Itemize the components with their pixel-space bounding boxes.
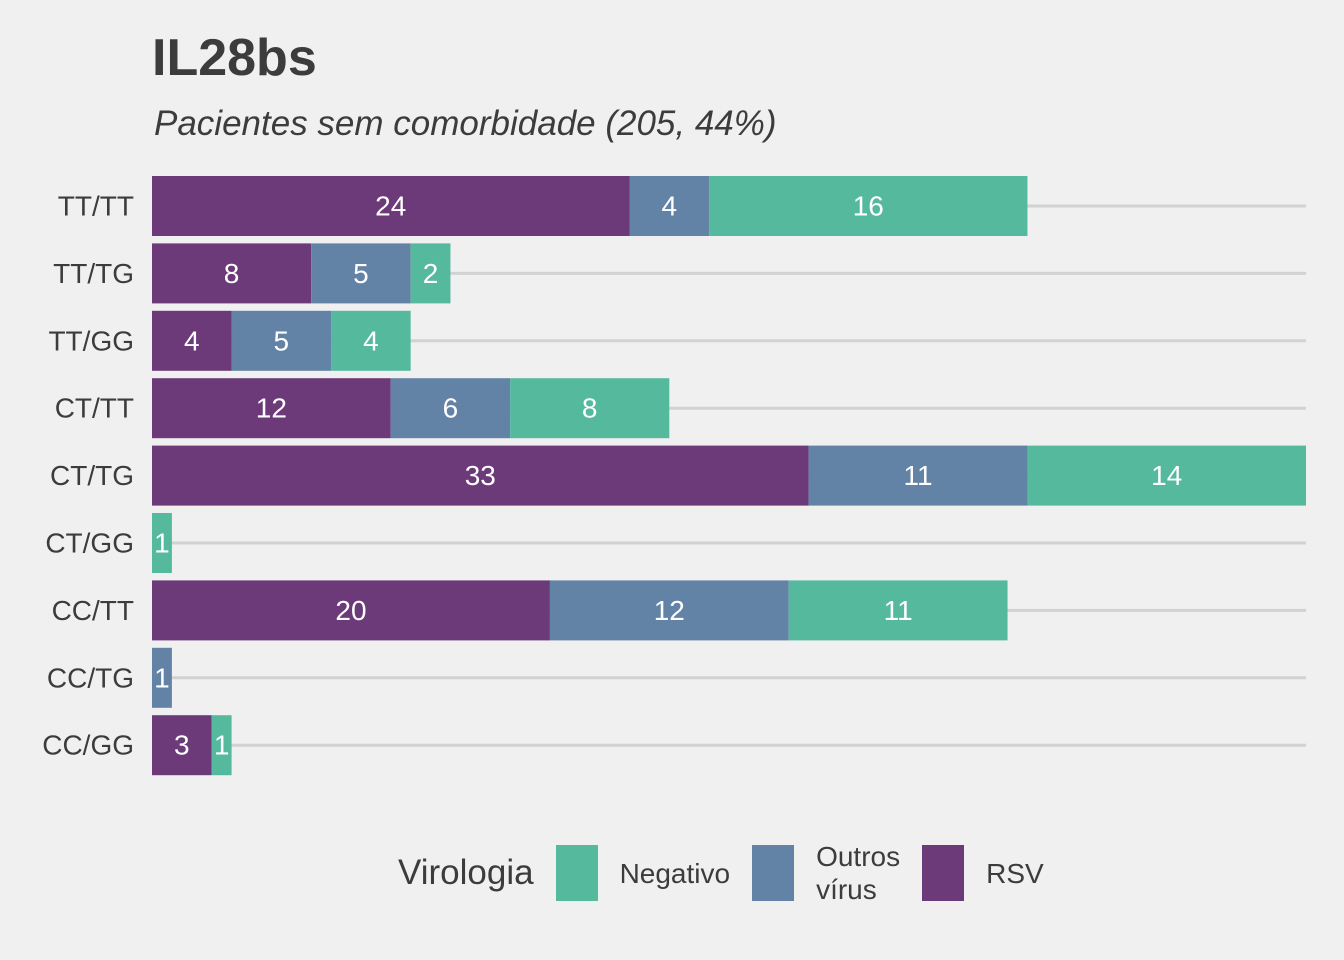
bar-label-ct-tt-outros-virus: 6 xyxy=(443,393,459,424)
y-tick-label-cc-tt: CC/TT xyxy=(52,595,134,626)
legend-label-rsv: RSV xyxy=(986,857,1044,889)
bar-label-tt-tt-negativo: 16 xyxy=(853,191,884,222)
bar-tt-gg-negativo xyxy=(331,310,411,371)
bar-label-tt-tg-rsv: 8 xyxy=(224,258,240,289)
bar-label-cc-gg-negativo: 1 xyxy=(214,730,230,761)
chart-subtitle: Pacientes sem comorbidade (205, 44%) xyxy=(154,104,777,143)
bar-label-cc-tt-rsv: 20 xyxy=(335,595,366,626)
bar-tt-tt-outros-virus xyxy=(629,176,710,236)
chart-title: IL28bs xyxy=(152,29,317,87)
legend-swatch-outros-virus xyxy=(752,845,795,901)
legend-swatch-negativo xyxy=(555,845,598,901)
legend-title: Virologia xyxy=(398,853,534,892)
y-tick-label-cc-gg: CC/GG xyxy=(42,730,134,761)
bar-label-tt-tg-outros-virus: 5 xyxy=(353,258,369,289)
legend-item-rsv: RSV xyxy=(922,845,1044,901)
bar-label-ct-tt-rsv: 12 xyxy=(256,393,287,424)
bar-ct-tg-negativo xyxy=(1027,445,1306,506)
bar-ct-tt-negativo xyxy=(510,378,670,439)
bar-label-cc-gg-rsv: 3 xyxy=(174,730,190,761)
y-tick-label-cc-tg: CC/TG xyxy=(47,662,134,693)
legend-label-negativo: Negativo xyxy=(619,857,731,889)
y-tick-label-tt-gg: TT/GG xyxy=(48,325,134,356)
bar-cc-tt-outros-virus xyxy=(549,580,789,641)
bar-cc-gg-negativo xyxy=(211,715,232,776)
y-tick-label-tt-tt: TT/TT xyxy=(58,191,134,222)
bar-cc-gg-rsv xyxy=(152,715,212,776)
y-tick-label-ct-gg: CT/GG xyxy=(45,528,134,559)
bar-label-ct-tg-outros-virus: 11 xyxy=(903,460,932,491)
bar-tt-tt-negativo xyxy=(709,176,1028,236)
y-tick-label-tt-tg: TT/TG xyxy=(53,258,134,289)
bar-label-tt-gg-rsv: 4 xyxy=(184,325,200,356)
bar-tt-gg-outros-virus xyxy=(231,310,332,371)
legend-swatch-rsv xyxy=(922,845,965,901)
bar-label-tt-tg-negativo: 2 xyxy=(423,258,439,289)
bar-label-ct-tt-negativo: 8 xyxy=(582,393,598,424)
bar-label-tt-tt-rsv: 24 xyxy=(375,191,406,222)
bar-label-ct-tg-rsv: 33 xyxy=(465,460,496,491)
bar-label-cc-tt-negativo: 11 xyxy=(884,595,913,626)
bar-label-tt-tt-outros-virus: 4 xyxy=(662,191,678,222)
bar-ct-tt-rsv xyxy=(152,378,391,439)
bar-ct-tg-outros-virus xyxy=(808,445,1028,506)
bar-tt-tg-rsv xyxy=(152,243,312,304)
y-tick-label-ct-tt: CT/TT xyxy=(55,393,134,424)
bars xyxy=(152,176,1306,776)
bar-label-ct-tg-negativo: 14 xyxy=(1151,460,1182,491)
legend-label-outros-virus: Outros vírus xyxy=(816,841,901,905)
bar-ct-tg-rsv xyxy=(152,445,809,506)
bar-label-tt-gg-outros-virus: 5 xyxy=(274,325,290,356)
bar-tt-tt-rsv xyxy=(152,176,630,236)
y-tick-label-ct-tg: CT/TG xyxy=(50,460,134,491)
bar-ct-tt-outros-virus xyxy=(390,378,511,439)
bar-tt-tg-negativo xyxy=(410,243,451,304)
legend: Virologia Negativo Outros vírus RSV xyxy=(398,840,1066,906)
legend-item-outros-virus: Outros vírus xyxy=(752,840,900,906)
bar-cc-tt-rsv xyxy=(152,580,550,641)
bar-tt-tg-outros-virus xyxy=(311,243,411,304)
bar-tt-gg-rsv xyxy=(152,310,232,371)
bar-label-tt-gg-negativo: 4 xyxy=(363,325,379,356)
bar-label-cc-tt-outros-virus: 12 xyxy=(654,595,685,626)
y-axis-tick-labels: TT/TT TT/TG TT/GG CT/TT CT/TG CT/GG CC/TT CC/TG… xyxy=(42,191,134,761)
bar-cc-tt-negativo xyxy=(788,580,1008,641)
legend-item-negativo: Negativo xyxy=(555,845,731,901)
bar-label-cc-tg-outros-virus: 1 xyxy=(154,662,170,693)
bar-ct-gg-negativo xyxy=(152,513,172,573)
bar-label-ct-gg-negativo: 1 xyxy=(154,528,170,559)
bar-cc-tg-outros-virus xyxy=(152,647,172,708)
